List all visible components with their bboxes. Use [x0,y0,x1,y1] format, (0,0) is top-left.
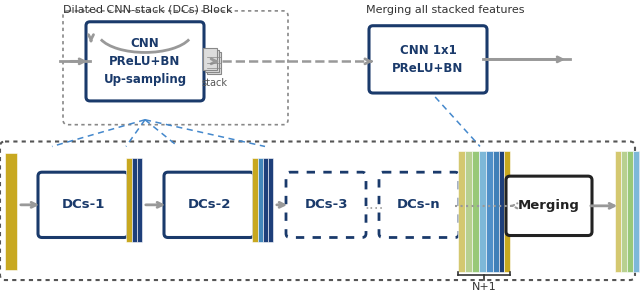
FancyBboxPatch shape [164,172,254,238]
Bar [465,151,472,272]
Bar [486,151,493,272]
FancyBboxPatch shape [205,51,219,72]
FancyBboxPatch shape [86,22,204,101]
Text: ....: .... [364,197,384,212]
Text: DCs-3: DCs-3 [304,198,348,211]
FancyBboxPatch shape [286,172,366,238]
Bar [499,151,504,272]
Text: CNN 1x1
PReLU+BN: CNN 1x1 PReLU+BN [392,44,464,75]
FancyBboxPatch shape [379,172,459,238]
Bar [504,151,510,272]
FancyBboxPatch shape [506,176,592,235]
Text: CNN
PReLU+BN
Up-sampling: CNN PReLU+BN Up-sampling [104,37,187,86]
Text: stack: stack [201,78,227,88]
Text: DCs-n: DCs-n [397,198,441,211]
Text: Dilated CNN-stack (DCs) Block: Dilated CNN-stack (DCs) Block [63,5,233,15]
Text: DCs-1: DCs-1 [61,198,105,211]
Text: Merging all stacked features: Merging all stacked features [365,5,524,15]
FancyBboxPatch shape [38,172,128,238]
Text: DCs-2: DCs-2 [188,198,230,211]
FancyBboxPatch shape [203,49,217,70]
Bar [252,158,258,243]
Bar [639,151,640,272]
FancyBboxPatch shape [369,26,487,93]
FancyBboxPatch shape [207,52,221,74]
Bar [268,158,273,243]
Bar [493,151,499,272]
Bar [479,151,486,272]
Bar [126,158,132,243]
Bar [263,158,268,243]
Bar [627,151,633,272]
Text: Merging: Merging [518,199,580,212]
Bar [621,151,627,272]
Text: N+1: N+1 [472,282,497,292]
Bar [633,151,639,272]
Bar [615,151,621,272]
Bar [258,158,263,243]
Bar [472,151,479,272]
Bar [132,158,137,243]
Bar [458,151,465,272]
Bar [137,158,142,243]
Bar [5,153,17,270]
